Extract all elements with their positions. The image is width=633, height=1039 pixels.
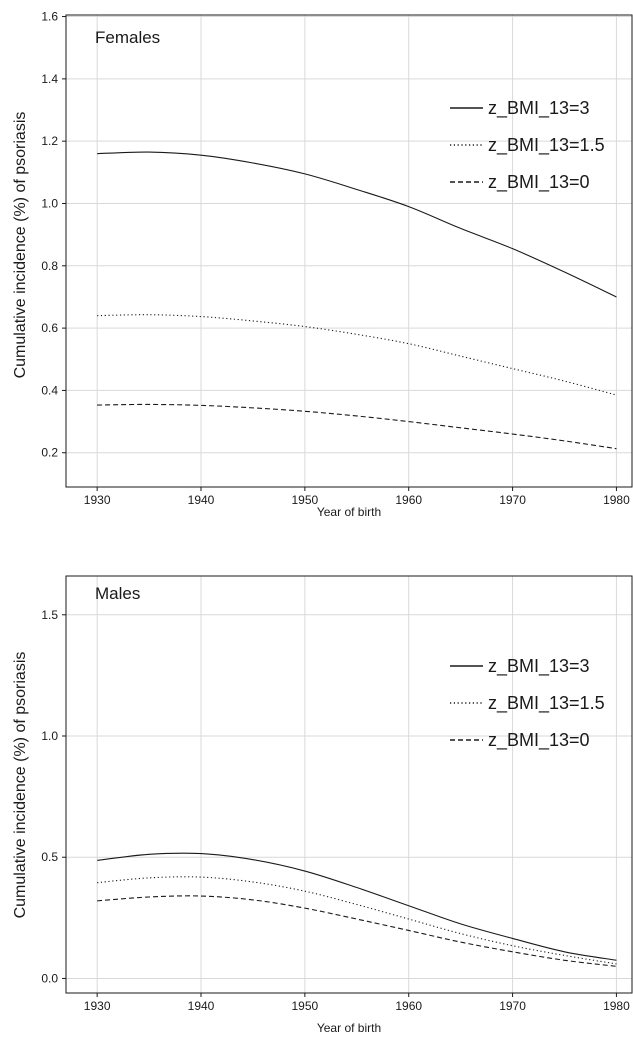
- x-tick-label: 1940: [188, 999, 215, 1013]
- x-tick-label: 1970: [499, 999, 526, 1013]
- series-line-2: [97, 403, 617, 450]
- plot-frame: [65, 575, 633, 994]
- y-tick-label: 1.4: [41, 72, 58, 86]
- panel-label: Females: [95, 28, 160, 47]
- y-tick-label: 1.6: [41, 10, 58, 24]
- series-line-0: [97, 151, 617, 298]
- legend-label-0: z_BMI_13=3: [488, 98, 590, 119]
- x-tick-label: 1980: [603, 493, 630, 507]
- panel-label: Males: [95, 584, 140, 603]
- legend-label-1: z_BMI_13=1.5: [488, 135, 605, 156]
- y-tick-label: 0.5: [41, 850, 58, 864]
- y-tick-label: 1.2: [41, 134, 58, 148]
- y-axis-title: Cumulative incidence (%) of psoriasis: [12, 112, 29, 379]
- x-axis-title: Year of birth: [317, 505, 381, 519]
- y-tick-label: 0.0: [41, 971, 58, 985]
- x-tick-label: 1960: [395, 999, 422, 1013]
- y-tick-label: 0.6: [41, 321, 58, 335]
- legend: z_BMI_13=3 z_BMI_13=1.5 z_BMI_13=0: [450, 656, 605, 751]
- gridlines: [66, 576, 632, 993]
- y-tick-label: 1.0: [41, 729, 58, 743]
- x-tick-label: 1950: [292, 493, 319, 507]
- series-line-0: [97, 852, 617, 961]
- y-tick-label: 1.0: [41, 196, 58, 210]
- legend-label-2: z_BMI_13=0: [488, 172, 590, 193]
- legend: z_BMI_13=3 z_BMI_13=1.5 z_BMI_13=0: [450, 98, 605, 193]
- x-tick-label: 1980: [603, 999, 630, 1013]
- x-tick-label: 1950: [292, 999, 319, 1013]
- series-line-1: [97, 314, 617, 396]
- x-tick-label: 1960: [395, 493, 422, 507]
- x-tick-label: 1930: [84, 493, 111, 507]
- chart-panel-males: 1930 1940 1950 1960 1970 1980 0.0 0.5 1.0 1.5 Year…: [12, 575, 633, 1035]
- plot-frame: [65, 14, 633, 488]
- y-tick-label: 0.8: [41, 259, 58, 273]
- legend-label-0: z_BMI_13=3: [488, 656, 590, 677]
- series-line-1: [97, 876, 617, 965]
- x-axis-title: Year of birth: [317, 1021, 381, 1035]
- y-axis-title: Cumulative incidence (%) of psoriasis: [12, 652, 29, 919]
- legend-label-1: z_BMI_13=1.5: [488, 693, 605, 714]
- gridlines: [66, 15, 632, 487]
- x-tick-label: 1930: [84, 999, 111, 1013]
- legend-label-2: z_BMI_13=0: [488, 730, 590, 751]
- series-line-2: [97, 895, 617, 967]
- x-tick-label: 1970: [499, 493, 526, 507]
- y-tick-label: 0.4: [41, 383, 58, 397]
- x-tick-label: 1940: [188, 493, 215, 507]
- chart-panel-females: 1930 1940 1950 1960 1970 1980 0.2 0.4 0.6 0.8 1.0 1…: [12, 10, 633, 519]
- y-tick-label: 1.5: [41, 608, 58, 622]
- y-tick-label: 0.2: [41, 446, 58, 460]
